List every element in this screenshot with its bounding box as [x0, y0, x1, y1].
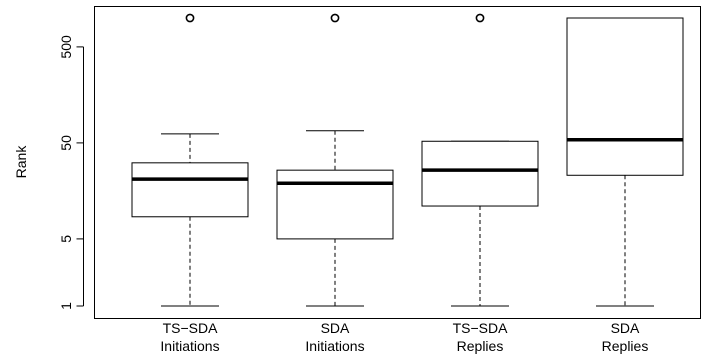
x-category-label: Initiations — [160, 338, 219, 354]
x-category-label: Initiations — [305, 338, 364, 354]
box-series — [131, 13, 684, 307]
box-1 — [131, 13, 249, 307]
x-category-label: SDA — [321, 320, 350, 336]
box-2 — [276, 13, 394, 307]
x-category-label: Replies — [457, 338, 504, 354]
plot-area-frame — [94, 6, 701, 319]
interquartile-box — [276, 169, 394, 240]
box-3 — [421, 13, 539, 307]
x-axis-category-labels: TS−SDA Initiations SDA Initiations TS−SDA Rep… — [160, 320, 648, 354]
outlier-point — [185, 13, 195, 23]
x-category-label: SDA — [611, 320, 640, 336]
y-axis: 1 5 50 500 — [58, 35, 84, 310]
interquartile-box — [131, 162, 249, 218]
y-axis-label: Rank — [13, 145, 29, 179]
y-tick-label: 50 — [58, 135, 74, 151]
outlier-point — [330, 13, 340, 23]
interquartile-box — [566, 17, 684, 176]
y-tick-label: 500 — [58, 35, 74, 59]
interquartile-box — [421, 140, 539, 207]
x-category-label: TS−SDA — [163, 320, 219, 336]
y-tick-label: 5 — [58, 235, 74, 243]
x-category-label: Replies — [602, 338, 649, 354]
box-4 — [566, 17, 684, 307]
y-tick-label: 1 — [58, 302, 74, 310]
x-category-label: TS−SDA — [453, 320, 509, 336]
outlier-point — [475, 13, 485, 23]
